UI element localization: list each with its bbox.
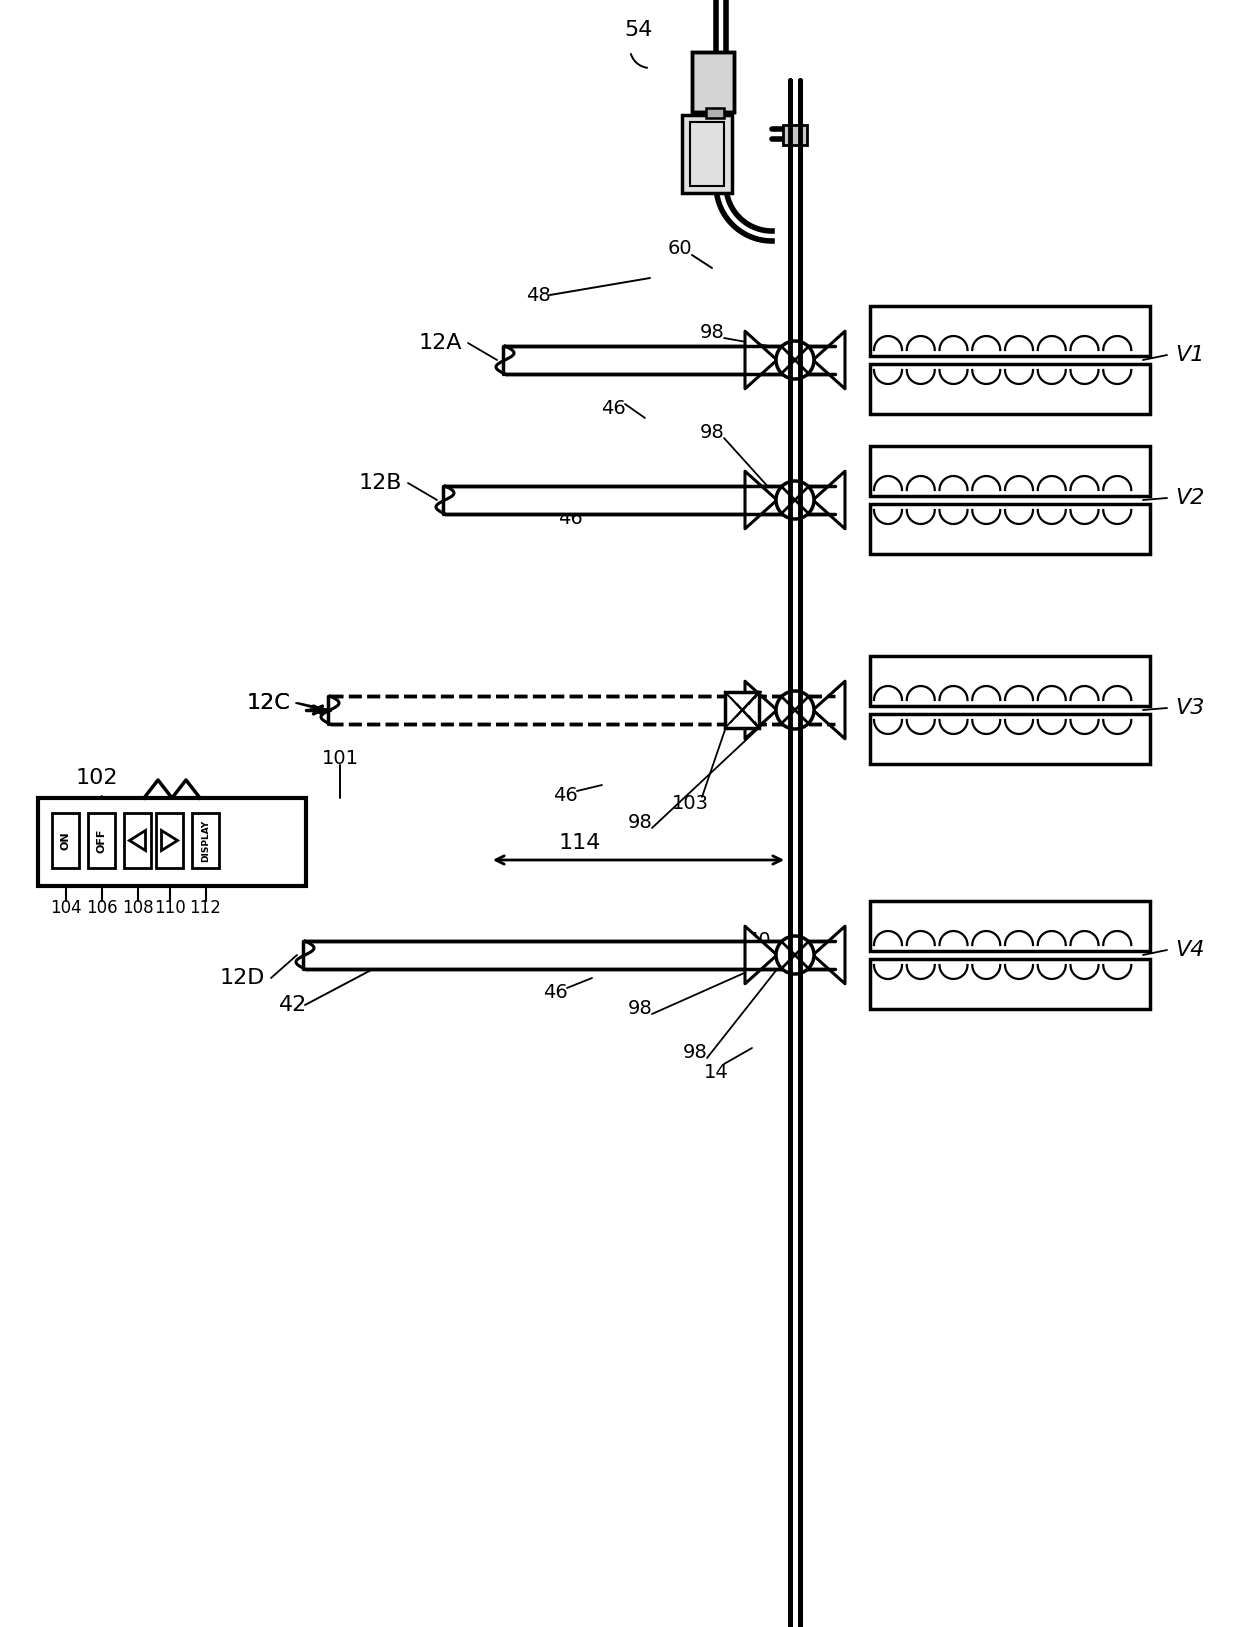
Bar xyxy=(692,52,734,112)
Bar xyxy=(689,122,724,185)
Text: 42: 42 xyxy=(279,996,308,1015)
Polygon shape xyxy=(813,332,844,389)
Polygon shape xyxy=(813,682,844,739)
Text: V4: V4 xyxy=(1176,940,1204,960)
Text: 46: 46 xyxy=(558,509,583,527)
Text: V2: V2 xyxy=(1176,488,1204,508)
Bar xyxy=(725,691,759,727)
Text: 98: 98 xyxy=(627,999,652,1017)
Text: 98: 98 xyxy=(699,423,724,441)
Text: 98: 98 xyxy=(627,812,652,831)
Text: 46: 46 xyxy=(553,786,578,804)
Bar xyxy=(870,364,1149,413)
Text: 12B: 12B xyxy=(358,473,402,493)
Bar xyxy=(870,446,1149,496)
Text: 98: 98 xyxy=(683,1043,707,1061)
Polygon shape xyxy=(745,682,777,739)
Circle shape xyxy=(776,342,813,379)
Bar xyxy=(870,504,1149,555)
Text: 60: 60 xyxy=(667,239,692,257)
Bar xyxy=(870,714,1149,765)
Circle shape xyxy=(776,691,813,729)
Bar xyxy=(505,347,835,374)
Text: 12C: 12C xyxy=(247,693,290,713)
Bar xyxy=(52,814,79,867)
Polygon shape xyxy=(745,332,777,389)
Text: V3: V3 xyxy=(1176,698,1204,718)
Text: V1: V1 xyxy=(1176,345,1204,364)
Bar xyxy=(870,656,1149,706)
Bar xyxy=(706,107,724,119)
Text: 108: 108 xyxy=(122,900,154,918)
Circle shape xyxy=(776,482,813,519)
Polygon shape xyxy=(813,926,844,984)
Polygon shape xyxy=(745,926,777,984)
Bar xyxy=(88,814,115,867)
Text: 110: 110 xyxy=(154,900,185,918)
Bar xyxy=(870,901,1149,952)
Text: 104: 104 xyxy=(50,900,82,918)
Bar xyxy=(305,940,835,970)
Bar xyxy=(682,116,732,194)
Text: 114: 114 xyxy=(559,833,601,853)
Bar xyxy=(782,125,807,145)
Text: 98: 98 xyxy=(699,322,724,342)
Bar xyxy=(505,347,835,374)
Bar xyxy=(192,814,219,867)
Text: 40: 40 xyxy=(745,931,770,950)
Text: 101: 101 xyxy=(321,748,358,768)
Circle shape xyxy=(776,936,813,975)
Polygon shape xyxy=(813,472,844,529)
Bar xyxy=(330,696,835,724)
Text: 103: 103 xyxy=(672,794,708,812)
Bar xyxy=(38,797,306,887)
Bar xyxy=(870,306,1149,356)
Bar xyxy=(156,814,184,867)
Text: 106: 106 xyxy=(86,900,118,918)
Bar xyxy=(870,958,1149,1009)
Text: ON: ON xyxy=(61,831,71,849)
Bar xyxy=(124,814,151,867)
Text: 112: 112 xyxy=(190,900,222,918)
Bar xyxy=(330,696,835,724)
Text: 48: 48 xyxy=(526,285,551,304)
Text: 46: 46 xyxy=(543,983,568,1002)
Bar xyxy=(445,486,835,514)
Text: 14: 14 xyxy=(703,1062,728,1082)
Bar xyxy=(305,940,835,970)
Text: OFF: OFF xyxy=(97,828,107,853)
Text: 54: 54 xyxy=(624,20,652,41)
Text: 102: 102 xyxy=(76,768,118,787)
Bar xyxy=(445,486,835,514)
Text: 12A: 12A xyxy=(419,334,463,353)
Text: 12C: 12C xyxy=(247,693,290,713)
Text: 12D: 12D xyxy=(219,968,265,988)
Text: 46: 46 xyxy=(600,399,625,418)
Polygon shape xyxy=(745,472,777,529)
Text: DISPLAY: DISPLAY xyxy=(201,820,210,862)
Bar xyxy=(692,52,734,112)
